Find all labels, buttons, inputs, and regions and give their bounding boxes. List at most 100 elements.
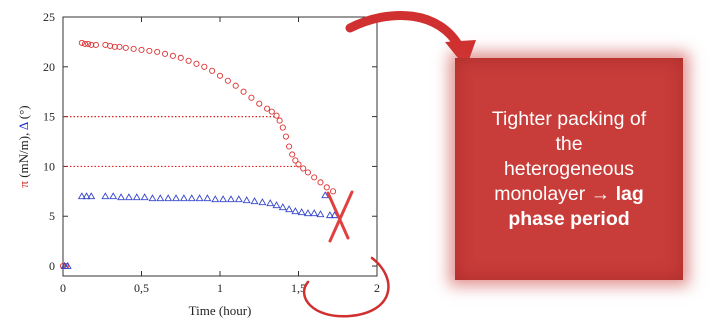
data-point-circle xyxy=(317,179,324,186)
x-tick-label: 0,5 xyxy=(134,281,149,295)
data-point-circle xyxy=(81,40,89,47)
data-point-circle xyxy=(92,41,100,48)
data-point-circle xyxy=(185,57,192,64)
data-point-triangle xyxy=(278,203,287,211)
data-point-triangle xyxy=(87,192,96,200)
data-point-triangle xyxy=(101,192,110,200)
data-point-circle xyxy=(232,82,239,89)
data-point-triangle xyxy=(203,194,212,202)
data-point-circle xyxy=(276,117,283,124)
callout-box: Tighter packing of the heterogeneous mon… xyxy=(455,58,683,280)
callout-text: Tighter packing of the heterogeneous mon… xyxy=(492,107,646,232)
data-point-triangle xyxy=(250,197,259,205)
data-point-circle xyxy=(224,77,231,84)
curved-arrow xyxy=(345,10,465,53)
y-axis-label-part: (°) xyxy=(16,105,31,122)
data-point-circle xyxy=(295,161,302,168)
data-point-triangle xyxy=(321,191,330,199)
data-point-triangle xyxy=(82,192,91,200)
data-point-circle xyxy=(169,52,176,59)
data-point-circle xyxy=(282,133,289,140)
x-tick-label: 1,5 xyxy=(291,281,306,295)
data-point-triangle xyxy=(140,193,149,201)
data-point-circle xyxy=(240,88,247,95)
data-point-circle xyxy=(130,45,137,52)
data-point-triangle xyxy=(310,209,319,217)
data-point-triangle xyxy=(164,194,173,202)
circled-region xyxy=(302,256,390,318)
data-point-triangle xyxy=(303,209,312,217)
data-point-triangle xyxy=(242,196,251,204)
callout-line-1: Tighter packing of xyxy=(491,107,647,130)
callout-line-3: heterogeneous xyxy=(503,157,635,180)
data-point-triangle xyxy=(266,199,275,207)
data-point-circle xyxy=(193,60,200,67)
data-point-triangle xyxy=(291,207,300,215)
data-point-circle xyxy=(264,105,271,112)
data-point-circle xyxy=(177,54,184,61)
data-point-circle xyxy=(116,43,123,50)
data-point-triangle xyxy=(148,194,157,202)
y-tick-label: 25 xyxy=(43,10,55,24)
data-point-circle xyxy=(122,44,129,51)
data-point-circle xyxy=(154,48,161,55)
y-axis-label-part: (mN/m), xyxy=(16,130,31,181)
data-point-circle xyxy=(201,63,208,70)
data-point-triangle xyxy=(219,195,228,203)
data-point-triangle xyxy=(187,194,196,202)
data-point-circle xyxy=(111,43,118,50)
y-tick-label: 20 xyxy=(43,60,55,74)
data-point-circle xyxy=(292,157,299,164)
data-point-circle xyxy=(78,39,85,46)
data-point-circle xyxy=(146,47,153,54)
data-point-circle xyxy=(286,143,293,150)
y-tick-label: 5 xyxy=(49,209,55,223)
data-point-circle xyxy=(209,67,216,74)
y-tick-label: 0 xyxy=(49,259,55,273)
data-point-triangle xyxy=(211,195,220,203)
data-point-triangle xyxy=(316,210,325,218)
data-point-triangle xyxy=(179,194,188,202)
data-point-circle xyxy=(300,165,307,172)
right-arrow-icon: → xyxy=(590,182,611,205)
data-point-triangle xyxy=(77,192,86,200)
data-point-triangle xyxy=(195,194,204,202)
data-point-triangle xyxy=(227,195,235,203)
data-point-triangle xyxy=(117,193,126,201)
y-tick-label: 15 xyxy=(43,110,55,124)
callout-line-4-bold: lag xyxy=(615,182,644,205)
y-axis-label-part: π xyxy=(16,181,31,188)
callout-line-2: the xyxy=(555,132,583,155)
callout-line-4-prefix: monolayer xyxy=(494,182,586,205)
data-point-circle xyxy=(304,169,311,176)
x-axis-label: Time (hour) xyxy=(189,303,252,318)
plot-frame xyxy=(62,16,378,277)
data-point-triangle xyxy=(234,195,243,203)
x-tick-label: 0 xyxy=(60,281,66,295)
data-point-circle xyxy=(248,94,255,101)
cross-mark xyxy=(326,190,354,243)
data-point-triangle xyxy=(258,198,267,206)
data-point-triangle xyxy=(156,194,165,202)
data-point-circle xyxy=(256,100,263,107)
x-tick-label: 1 xyxy=(217,281,223,295)
data-point-triangle xyxy=(285,205,294,213)
y-axis-label: π (mN/m), Δ (°) xyxy=(16,105,31,187)
data-point-triangle xyxy=(109,192,118,200)
data-point-triangle xyxy=(325,211,334,219)
y-tick-label: 10 xyxy=(43,159,55,173)
data-point-circle xyxy=(138,46,145,53)
data-point-circle xyxy=(289,151,296,158)
callout-line-5-bold: phase period xyxy=(508,207,630,230)
data-point-circle xyxy=(311,174,318,181)
y-axis-label-part: Δ xyxy=(16,122,31,130)
data-point-circle xyxy=(161,50,169,57)
data-point-triangle xyxy=(172,194,181,202)
data-point-circle xyxy=(273,112,280,119)
data-point-circle xyxy=(85,40,92,47)
data-point-triangle xyxy=(63,261,72,269)
data-point-circle xyxy=(268,108,275,115)
data-point-circle xyxy=(216,72,224,79)
